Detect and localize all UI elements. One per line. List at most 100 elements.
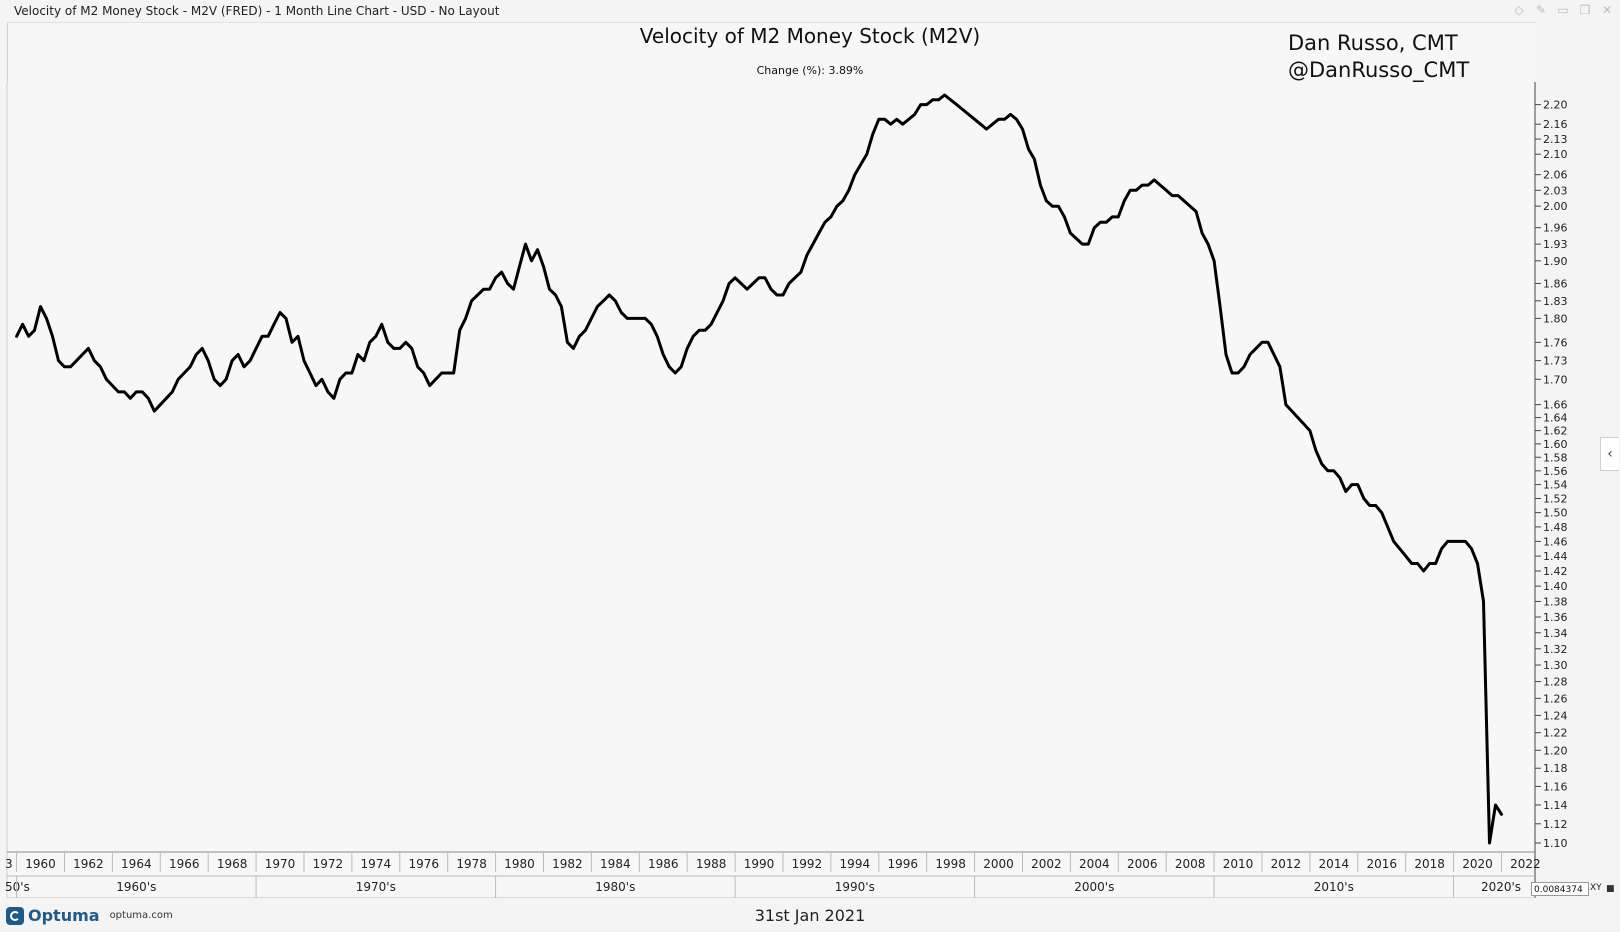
window-controls: ◇ ✎ ▭ ❐ ✕ xyxy=(1512,2,1614,18)
y-tick-label: 1.52 xyxy=(1543,493,1568,506)
y-tick-label: 1.42 xyxy=(1543,565,1568,578)
y-tick-label: 1.22 xyxy=(1543,727,1568,740)
y-tick-label: 1.62 xyxy=(1543,425,1568,438)
y-tick-label: 1.50 xyxy=(1543,507,1568,520)
x-tick-label: 1994 xyxy=(840,857,871,871)
y-tick-label: 1.83 xyxy=(1543,295,1568,308)
minimize-icon[interactable]: ▭ xyxy=(1557,3,1569,17)
y-tick-label: 1.36 xyxy=(1543,611,1568,624)
x-tick-label: 2000 xyxy=(983,857,1014,871)
x-decade-label: 1980's xyxy=(595,880,635,894)
close-icon[interactable]: ✕ xyxy=(1601,3,1613,17)
y-tick-label: 1.40 xyxy=(1543,580,1568,593)
y-tick-label: 1.76 xyxy=(1543,336,1568,349)
y-tick-label: 1.16 xyxy=(1543,780,1568,793)
chart-title: Velocity of M2 Money Stock (M2V) xyxy=(639,24,981,48)
y-tick-label: 2.13 xyxy=(1543,133,1568,146)
window-titlebar: Velocity of M2 Money Stock - M2V (FRED) … xyxy=(0,0,1620,22)
x-tick-label: 2002 xyxy=(1031,857,1062,871)
y-tick-label: 1.28 xyxy=(1543,676,1568,689)
x-decade-label: 50's xyxy=(5,880,30,894)
x-tick-label: 1970 xyxy=(265,857,296,871)
author-name: Dan Russo, CMT xyxy=(1288,31,1458,55)
x-tick-label: 2018 xyxy=(1414,857,1445,871)
y-tick-label: 1.90 xyxy=(1543,255,1568,268)
x-decade-label: 1990's xyxy=(835,880,875,894)
x-tick-label: 1996 xyxy=(887,857,918,871)
x-tick-label: 2020 xyxy=(1462,857,1493,871)
side-panel-toggle[interactable]: ‹ xyxy=(1600,437,1619,471)
x-tick-label: 2010 xyxy=(1223,857,1254,871)
x-tick-label: 2016 xyxy=(1366,857,1397,871)
x-tick-label: 2004 xyxy=(1079,857,1110,871)
x-tick-label: 1976 xyxy=(408,857,439,871)
y-tick-label: 1.96 xyxy=(1543,222,1568,235)
x-tick-label: 2022 xyxy=(1510,857,1541,871)
x-tick-label: 1992 xyxy=(792,857,823,871)
y-tick-label: 1.56 xyxy=(1543,465,1568,478)
y-tick-label: 1.12 xyxy=(1543,818,1568,831)
x-tick-label: 1988 xyxy=(696,857,727,871)
y-tick-label: 1.30 xyxy=(1543,659,1568,672)
x-tick-label: 1980 xyxy=(504,857,535,871)
xy-button[interactable]: XY xyxy=(1590,883,1602,893)
x-decade-label: 1960's xyxy=(116,880,156,894)
x-tick-label: 1990 xyxy=(744,857,775,871)
x-decade-row: 50's 1960's 1970's 1980's 1990's 2000's 2010's… xyxy=(5,876,1521,898)
y-tick-label: 1.10 xyxy=(1543,837,1568,850)
x-tick-label: 2008 xyxy=(1175,857,1206,871)
y-tick-label: 1.58 xyxy=(1543,451,1568,464)
chart-header xyxy=(7,22,1536,83)
y-tick-label: 1.34 xyxy=(1543,627,1568,640)
y-tick-label: 1.86 xyxy=(1543,277,1568,290)
x-decade-label: 2000's xyxy=(1074,880,1114,894)
y-tick-label: 1.32 xyxy=(1543,643,1568,656)
x-tick-label: 1962 xyxy=(73,857,104,871)
x-decade-label: 2020's xyxy=(1481,880,1521,894)
y-tick-label: 1.70 xyxy=(1543,373,1568,386)
y-tick-label: 2.03 xyxy=(1543,184,1568,197)
y-tick-label: 1.24 xyxy=(1543,709,1568,722)
logo-name: Optuma xyxy=(28,906,100,925)
x-tick-label: 1966 xyxy=(169,857,200,871)
zoom-input[interactable]: 0.0084374 xyxy=(1531,882,1589,896)
y-tick-label: 1.46 xyxy=(1543,535,1568,548)
y-axis-ticks: 2.20 2.16 2.13 2.10 2.06 2.03 2.00 1.96 1.93 1.90… xyxy=(1535,99,1568,850)
y-tick-label: 1.38 xyxy=(1543,595,1568,608)
restore-icon[interactable]: ❐ xyxy=(1579,3,1591,17)
author-handle: @DanRusso_CMT xyxy=(1288,58,1470,82)
footer-bar xyxy=(0,898,1620,932)
optuma-logo: Optuma optuma.com xyxy=(6,906,173,925)
y-tick-label: 1.80 xyxy=(1543,312,1568,325)
y-tick-label: 1.73 xyxy=(1543,355,1568,368)
lock-icon[interactable]: ■ xyxy=(1606,884,1615,894)
x-tick-label: 1982 xyxy=(552,857,583,871)
plot-background xyxy=(7,82,1535,898)
y-tick-label: 1.18 xyxy=(1543,762,1568,775)
y-tick-label: 1.64 xyxy=(1543,412,1568,425)
y-tick-label: 1.54 xyxy=(1543,479,1568,492)
x-tick-label: 2006 xyxy=(1127,857,1158,871)
y-tick-label: 2.16 xyxy=(1543,118,1568,131)
x-tick-label: 1984 xyxy=(600,857,631,871)
x-tick-label: 1960 xyxy=(25,857,56,871)
x-tick-label: 3 xyxy=(5,857,13,871)
x-decade-label: 1970's xyxy=(356,880,396,894)
y-tick-label: 1.48 xyxy=(1543,521,1568,534)
y-tick-label: 2.20 xyxy=(1543,99,1568,112)
chart-canvas[interactable]: 2.20 2.16 2.13 2.10 2.06 2.03 2.00 1.96 1.93 1.90… xyxy=(0,0,1620,898)
y-tick-label: 1.93 xyxy=(1543,238,1568,251)
y-tick-label: 2.06 xyxy=(1543,169,1568,182)
optuma-logo-icon xyxy=(6,906,24,925)
x-axis-ticks: 3 1960 1962 1964 1966 1968 1970 1972 1974 1976 197… xyxy=(5,852,1541,872)
diamond-icon[interactable]: ◇ xyxy=(1514,3,1524,17)
y-tick-label: 1.44 xyxy=(1543,550,1568,563)
m2v-series-line xyxy=(15,93,1503,845)
y-tick-label: 1.20 xyxy=(1543,744,1568,757)
change-readout: Change (%): 3.89% xyxy=(756,64,864,77)
x-tick-label: 1986 xyxy=(648,857,679,871)
pin-icon[interactable]: ✎ xyxy=(1535,3,1547,17)
x-tick-label: 1978 xyxy=(456,857,487,871)
x-decade-label: 2010's xyxy=(1314,880,1354,894)
y-tick-label: 1.26 xyxy=(1543,692,1568,705)
